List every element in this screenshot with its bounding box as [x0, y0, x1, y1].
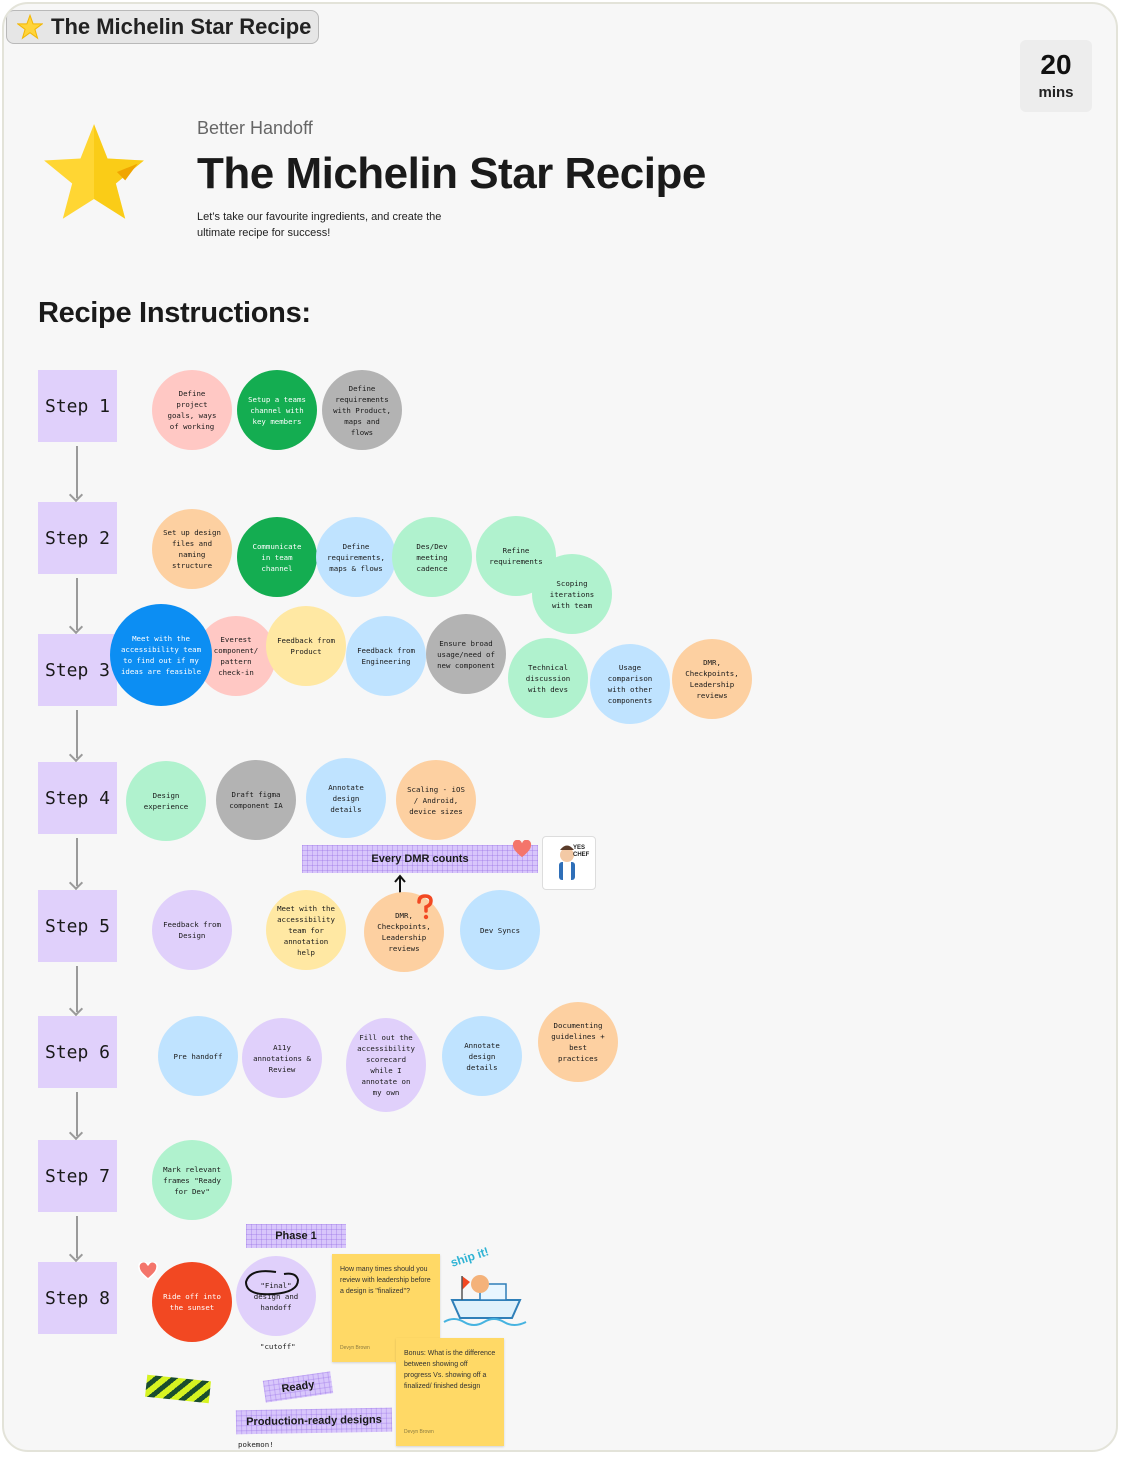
- sticky-circle[interactable]: Scoping iterations with team: [532, 554, 612, 634]
- tab-label: The Michelin Star Recipe: [51, 14, 312, 39]
- step-1[interactable]: Step 1: [38, 370, 117, 442]
- sticky-note[interactable]: Bonus: What is the difference between sh…: [396, 1338, 504, 1446]
- step-7[interactable]: Step 7: [38, 1140, 117, 1212]
- step-4[interactable]: Step 4: [38, 762, 117, 834]
- sticky-circle[interactable]: Communicate in team channel: [237, 517, 317, 597]
- connector-arrow: [76, 838, 78, 886]
- sticky-circle[interactable]: DMR, Checkpoints, Leadership reviews: [364, 892, 444, 972]
- cutoff-label: "cutoff": [260, 1342, 296, 1351]
- timer-unit: mins: [1038, 84, 1074, 101]
- connector-arrow: [76, 578, 78, 630]
- pokemon-label: pokemon!: [238, 1440, 274, 1449]
- sticky-circle[interactable]: Meet with the accessibility team for ann…: [266, 890, 346, 970]
- sticky-circle[interactable]: Mark relevant frames "Ready for Dev": [152, 1140, 232, 1220]
- ship-it-sticker[interactable]: ship it!: [440, 1244, 532, 1328]
- ready-tape[interactable]: Ready: [262, 1371, 334, 1403]
- star-icon: [17, 14, 43, 40]
- sticky-circle[interactable]: DMR, Checkpoints, Leadership reviews: [672, 639, 752, 719]
- timer-value: 20: [1040, 49, 1072, 80]
- sticky-circle[interactable]: Technical discussion with devs: [508, 638, 588, 718]
- step-2[interactable]: Step 2: [38, 502, 117, 574]
- section-tab[interactable]: The Michelin Star Recipe: [6, 10, 319, 44]
- sticker-text: YES CHEF: [573, 845, 590, 858]
- sticky-circle[interactable]: Dev Syncs: [460, 890, 540, 970]
- page-subtitle: Better Handoff: [197, 118, 313, 138]
- sticky-note-author: Devyn Brown: [340, 1345, 370, 1351]
- sticky-circle[interactable]: Define requirements, maps & flows: [316, 517, 396, 597]
- step-8[interactable]: Step 8: [38, 1262, 117, 1334]
- heart-icon: [138, 1262, 158, 1280]
- connector-arrow: [76, 710, 78, 758]
- sticky-circle[interactable]: Meet with the accessibility team to find…: [110, 604, 212, 706]
- question-mark-icon: [417, 894, 433, 920]
- heart-icon: [512, 840, 532, 858]
- star-icon: [44, 124, 144, 219]
- sticky-circle[interactable]: Scaling - iOS / Android, device sizes: [396, 760, 476, 840]
- sticky-circle[interactable]: Setup a teams channel with key members: [237, 370, 317, 450]
- sticky-circle[interactable]: Design experience: [126, 761, 206, 841]
- sticky-circle[interactable]: Feedback from Engineering: [346, 616, 426, 696]
- step-5[interactable]: Step 5: [38, 890, 117, 962]
- sticky-circle[interactable]: Annotate design details: [306, 758, 386, 838]
- sticky-note-author: Devyn Brown: [404, 1429, 434, 1435]
- sticky-circle[interactable]: Documenting guidelines + best practices: [538, 1002, 618, 1082]
- step-3[interactable]: Step 3: [38, 634, 117, 706]
- chef-icon: [559, 845, 575, 880]
- sticky-circle[interactable]: Usage comparison with other components: [590, 644, 670, 724]
- page-description: Let’s take our favourite ingredients, an…: [197, 211, 442, 239]
- connector-arrow: [76, 446, 78, 498]
- caution-tape: [145, 1374, 211, 1404]
- connector-arrow: [76, 1092, 78, 1136]
- scribble-icon: [244, 1270, 300, 1296]
- washi-tape-label[interactable]: Every DMR counts: [302, 845, 538, 873]
- page-title: The Michelin Star Recipe: [197, 149, 706, 198]
- step-6[interactable]: Step 6: [38, 1016, 117, 1088]
- sticky-circle[interactable]: Pre handoff: [158, 1016, 238, 1096]
- yes-chef-sticker[interactable]: YES CHEF: [542, 836, 596, 890]
- connector-arrow: [76, 966, 78, 1012]
- phase-tape[interactable]: Phase 1: [246, 1224, 346, 1248]
- sticky-note-text: Bonus: What is the difference between sh…: [404, 1350, 496, 1390]
- sticky-circle[interactable]: Annotate design details: [442, 1016, 522, 1096]
- sticky-circle[interactable]: Feedback from Product: [266, 606, 346, 686]
- sticky-circle[interactable]: "Final" design and handoff: [236, 1256, 316, 1336]
- sticky-circle[interactable]: Fill out the accessibility scorecard whi…: [346, 1018, 426, 1112]
- sticky-note-text: How many times should you review with le…: [340, 1266, 431, 1295]
- sticky-circle[interactable]: A11y annotations & Review: [242, 1018, 322, 1098]
- sticky-circle[interactable]: Define requirements with Product, maps a…: [322, 370, 402, 450]
- sticky-circle[interactable]: Des/Dev meeting cadence: [392, 517, 472, 597]
- timer-widget[interactable]: 20 mins: [1020, 40, 1092, 112]
- sticky-circle[interactable]: Draft figma component IA: [216, 760, 296, 840]
- boat-icon: [443, 1275, 527, 1326]
- production-ready-tape[interactable]: Production-ready designs: [235, 1407, 393, 1435]
- sticky-circle[interactable]: Ensure broad usage/need of new component: [426, 614, 506, 694]
- section-title: Recipe Instructions:: [38, 297, 311, 329]
- sticky-circle[interactable]: Feedback from Design: [152, 890, 232, 970]
- sticky-circle[interactable]: Ride off into the sunset: [152, 1262, 232, 1342]
- sticky-circle[interactable]: Define project goals, ways of working: [152, 370, 232, 450]
- sticky-circle[interactable]: Set up design files and naming structure: [152, 509, 232, 589]
- connector-arrow: [76, 1216, 78, 1258]
